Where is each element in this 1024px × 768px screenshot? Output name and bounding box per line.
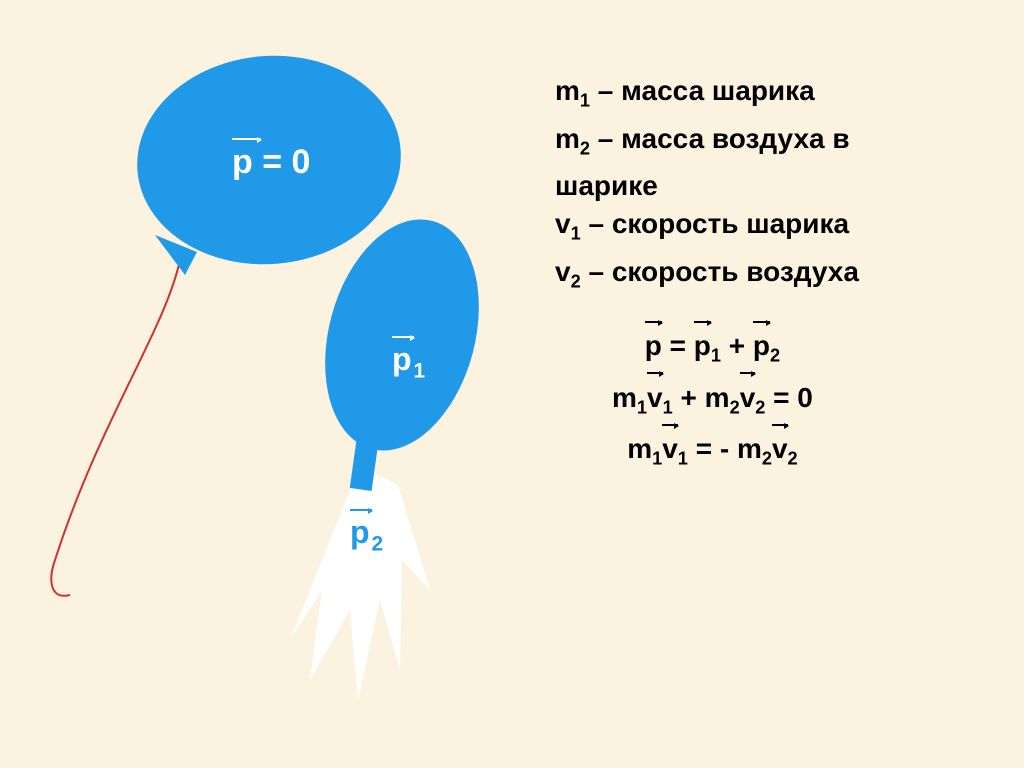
definition-line: v2 – скорость воздуха <box>555 253 859 301</box>
p2-letter: p <box>350 514 370 550</box>
equation-2: m1v1 + m2v2 = 0 <box>612 377 813 429</box>
p2-subscript: 2 <box>372 532 384 555</box>
p1-letter: p <box>392 341 412 377</box>
definition-line: m1 – масса шарика <box>555 72 859 120</box>
equations-block: p = p1 + p2m1v1 + m2v2 = 0m1v1 = - m2v2 <box>612 325 813 480</box>
balloon1-label: p = 0 <box>232 143 310 182</box>
balloon2-p2-label: p2 <box>350 514 383 556</box>
definition-line: v1 – скорость шарика <box>555 205 859 253</box>
definition-line: шарике <box>555 167 859 205</box>
diagram-svg <box>0 0 1024 768</box>
balloon2-p1-label: p1 <box>392 341 425 383</box>
definitions-block: m1 – масса шарикаm2 – масса воздуха вшар… <box>555 72 859 300</box>
p-equals-zero-text: p = 0 <box>232 143 310 181</box>
p1-subscript: 1 <box>414 359 426 382</box>
definition-line: m2 – масса воздуха в <box>555 120 859 168</box>
equation-3: m1v1 = - m2v2 <box>612 428 813 480</box>
physics-slide: p = 0 p1 p2 m1 – масса шарикаm2 – масса … <box>0 0 1024 768</box>
equation-1: p = p1 + p2 <box>612 325 813 377</box>
